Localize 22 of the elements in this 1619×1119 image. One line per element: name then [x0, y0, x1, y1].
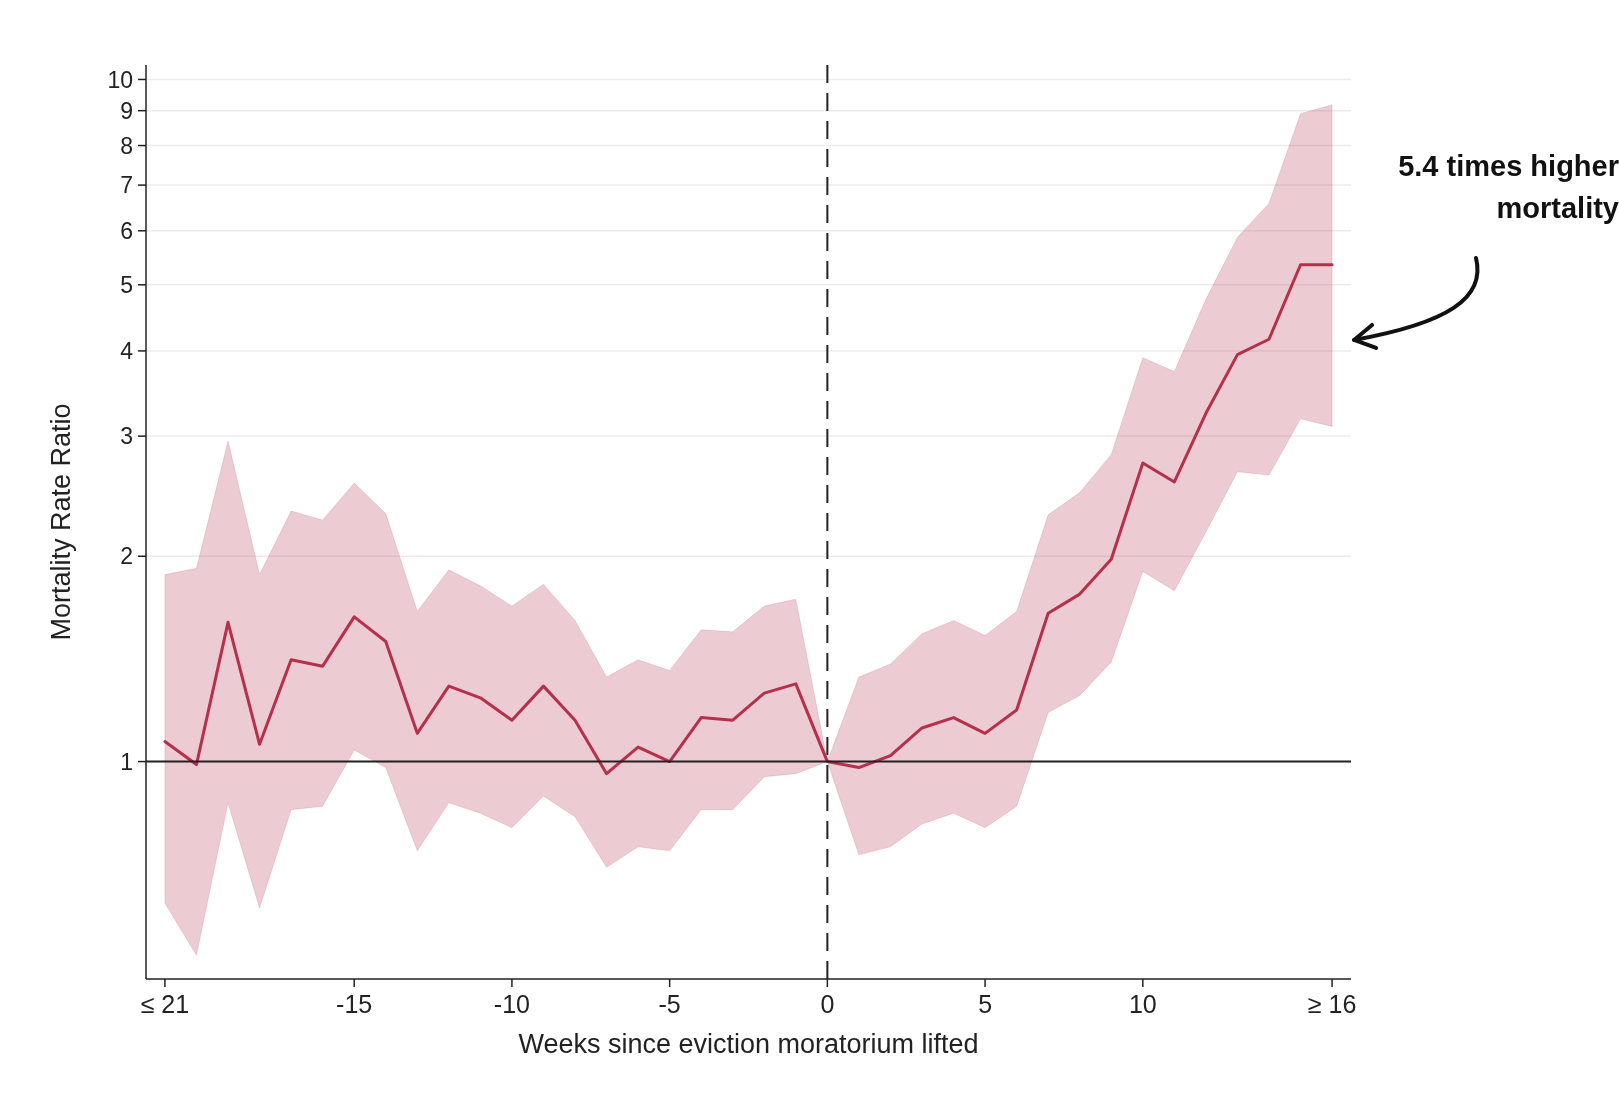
line-series — [163, 263, 1334, 776]
y-axis-title: Mortality Rate Ratio — [46, 403, 76, 641]
x-tick-label: 10 — [1128, 990, 1157, 1018]
y-tick-label: 1 — [120, 748, 133, 775]
x-tick-label: 0 — [820, 990, 835, 1018]
x-tick-label: -15 — [336, 990, 373, 1018]
y-tick-label: 8 — [120, 132, 133, 159]
y-tick-label: 9 — [120, 97, 133, 124]
x-tick-label: 5 — [978, 990, 993, 1018]
x-tick-label: -5 — [658, 990, 681, 1018]
x-axis-title: Weeks since eviction moratorium lifted — [518, 1029, 979, 1059]
x-tick-label: ≤ 21 — [140, 990, 190, 1018]
y-tick-label: 5 — [120, 271, 133, 298]
x-tick-label: ≥ 16 — [1307, 990, 1357, 1018]
y-tick-label: 7 — [120, 172, 133, 199]
y-tick-label: 4 — [120, 337, 134, 364]
annotation: 5.4 times higher mortality — [1398, 150, 1619, 224]
x-tick-label: -10 — [493, 990, 530, 1018]
y-tick-label: 2 — [120, 543, 133, 570]
y-tick-label: 3 — [120, 423, 133, 450]
y-tick-label: 10 — [107, 66, 133, 93]
y-tick-label: 6 — [120, 217, 133, 244]
